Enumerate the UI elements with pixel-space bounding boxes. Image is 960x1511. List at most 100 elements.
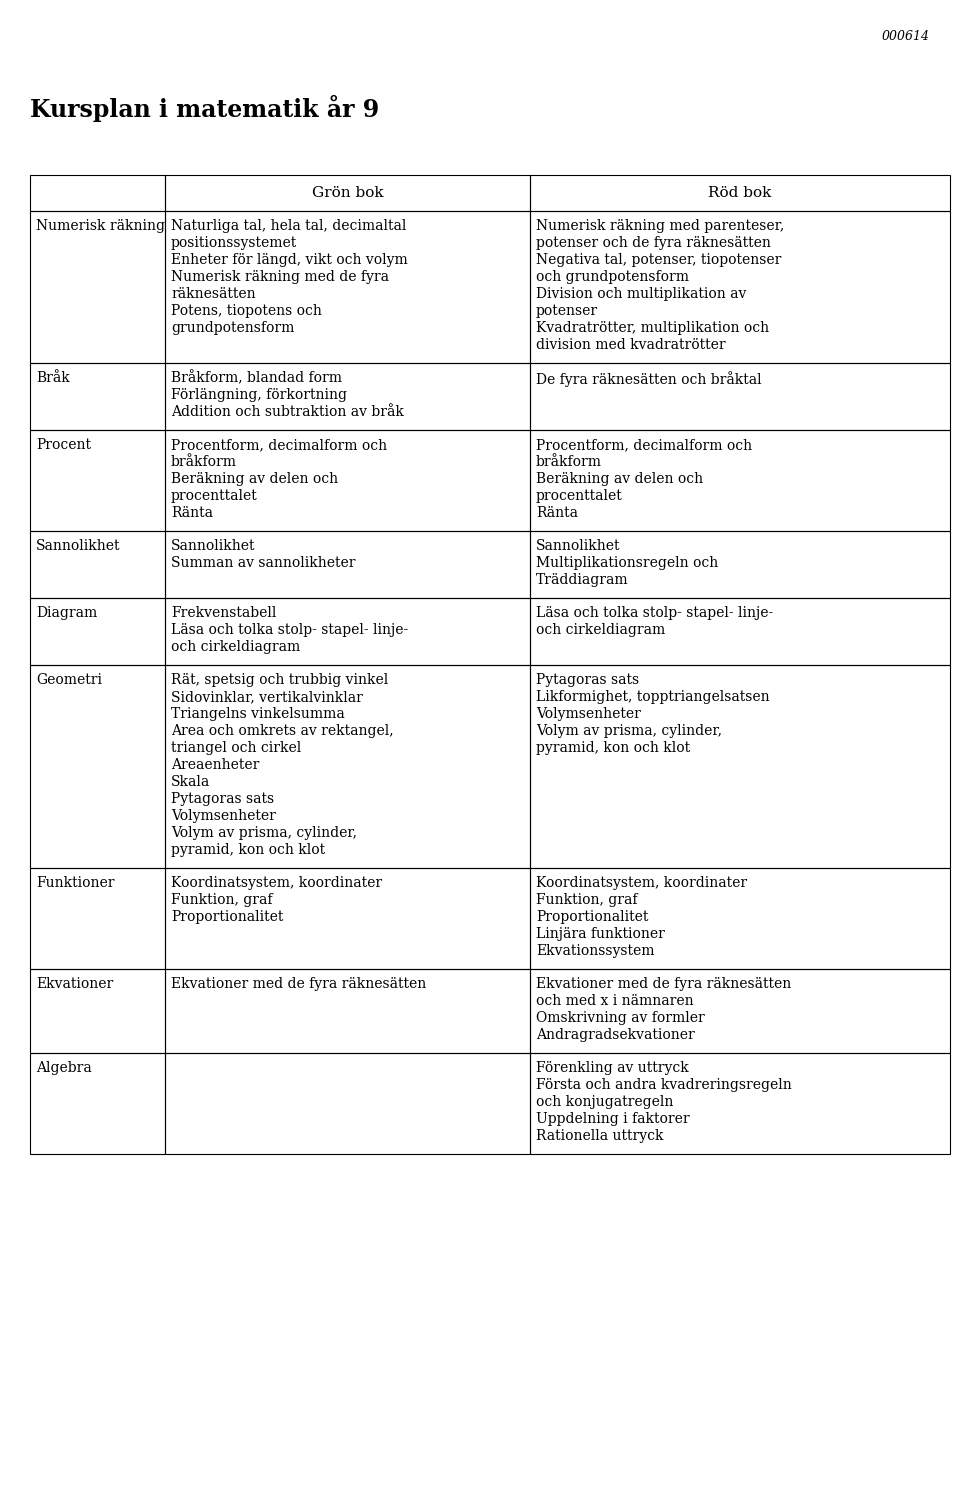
Text: Diagram: Diagram xyxy=(36,606,97,620)
Bar xyxy=(30,431,165,530)
Text: Ränta: Ränta xyxy=(536,506,578,520)
Bar xyxy=(30,175,165,212)
Text: Omskrivning av formler: Omskrivning av formler xyxy=(536,1011,705,1024)
Bar xyxy=(30,598,165,665)
Text: och grundpotensform: och grundpotensform xyxy=(536,270,689,284)
Text: pyramid, kon och klot: pyramid, kon och klot xyxy=(171,843,325,857)
Bar xyxy=(30,1053,165,1154)
Text: och cirkeldiagram: och cirkeldiagram xyxy=(536,623,665,638)
Text: Läsa och tolka stolp- stapel- linje-: Läsa och tolka stolp- stapel- linje- xyxy=(171,623,408,638)
Text: Naturliga tal, hela tal, decimaltal: Naturliga tal, hela tal, decimaltal xyxy=(171,219,406,233)
Text: Rät, spetsig och trubbig vinkel: Rät, spetsig och trubbig vinkel xyxy=(171,672,388,688)
Text: positionssystemet: positionssystemet xyxy=(171,236,298,249)
Text: Ekvationssystem: Ekvationssystem xyxy=(536,944,655,958)
Text: Pytagoras sats: Pytagoras sats xyxy=(171,792,275,805)
Bar xyxy=(30,212,165,363)
Text: Koordinatsystem, koordinater: Koordinatsystem, koordinater xyxy=(171,876,382,890)
Text: Areaenheter: Areaenheter xyxy=(171,759,259,772)
Text: Sannolikhet: Sannolikhet xyxy=(171,539,255,553)
Text: Uppdelning i faktorer: Uppdelning i faktorer xyxy=(536,1112,689,1126)
Text: Likformighet, topptriangelsatsen: Likformighet, topptriangelsatsen xyxy=(536,691,770,704)
Text: Kvadratrötter, multiplikation och: Kvadratrötter, multiplikation och xyxy=(536,320,769,335)
Text: grundpotensform: grundpotensform xyxy=(171,320,295,335)
Bar xyxy=(165,1053,530,1154)
Text: Volym av prisma, cylinder,: Volym av prisma, cylinder, xyxy=(171,827,357,840)
Bar xyxy=(30,530,165,598)
Text: Funktioner: Funktioner xyxy=(36,876,114,890)
Text: De fyra räknesätten och bråktal: De fyra räknesätten och bråktal xyxy=(536,372,761,387)
Text: Grön bok: Grön bok xyxy=(312,186,383,199)
Text: Area och omkrets av rektangel,: Area och omkrets av rektangel, xyxy=(171,724,394,737)
Text: Förenkling av uttryck: Förenkling av uttryck xyxy=(536,1061,688,1074)
Text: potenser och de fyra räknesätten: potenser och de fyra räknesätten xyxy=(536,236,771,249)
Text: Skala: Skala xyxy=(171,775,210,789)
Text: Koordinatsystem, koordinater: Koordinatsystem, koordinater xyxy=(536,876,747,890)
Text: Sidovinklar, vertikalvinklar: Sidovinklar, vertikalvinklar xyxy=(171,691,363,704)
Text: räknesätten: räknesätten xyxy=(171,287,255,301)
Text: Linjära funktioner: Linjära funktioner xyxy=(536,928,665,941)
Bar xyxy=(165,431,530,530)
Bar xyxy=(530,969,950,1053)
Bar xyxy=(165,212,530,363)
Text: pyramid, kon och klot: pyramid, kon och klot xyxy=(536,740,690,756)
Bar xyxy=(530,175,950,212)
Text: Funktion, graf: Funktion, graf xyxy=(536,893,637,907)
Bar xyxy=(530,212,950,363)
Text: Multiplikationsregeln och: Multiplikationsregeln och xyxy=(536,556,718,570)
Text: Enheter för längd, vikt och volym: Enheter för längd, vikt och volym xyxy=(171,252,408,267)
Text: och cirkeldiagram: och cirkeldiagram xyxy=(171,641,300,654)
Text: Läsa och tolka stolp- stapel- linje-: Läsa och tolka stolp- stapel- linje- xyxy=(536,606,773,620)
Bar xyxy=(30,867,165,969)
Text: Negativa tal, potenser, tiopotenser: Negativa tal, potenser, tiopotenser xyxy=(536,252,781,267)
Bar xyxy=(165,665,530,867)
Text: Volymsenheter: Volymsenheter xyxy=(171,808,276,823)
Bar xyxy=(530,1053,950,1154)
Bar xyxy=(165,598,530,665)
Text: Frekvenstabell: Frekvenstabell xyxy=(171,606,276,620)
Text: Numerisk räkning: Numerisk räkning xyxy=(36,219,165,233)
Text: Division och multiplikation av: Division och multiplikation av xyxy=(536,287,746,301)
Text: Proportionalitet: Proportionalitet xyxy=(536,910,648,925)
Bar xyxy=(530,867,950,969)
Text: potenser: potenser xyxy=(536,304,598,317)
Text: Proportionalitet: Proportionalitet xyxy=(171,910,283,925)
Text: Procentform, decimalform och: Procentform, decimalform och xyxy=(536,438,752,452)
Bar xyxy=(165,530,530,598)
Text: Numerisk räkning med de fyra: Numerisk räkning med de fyra xyxy=(171,270,389,284)
Bar xyxy=(530,431,950,530)
Text: procenttalet: procenttalet xyxy=(536,490,623,503)
Text: Volymsenheter: Volymsenheter xyxy=(536,707,641,721)
Text: bråkform: bråkform xyxy=(171,455,237,468)
Bar xyxy=(30,969,165,1053)
Text: Numerisk räkning med parenteser,: Numerisk räkning med parenteser, xyxy=(536,219,784,233)
Text: Beräkning av delen och: Beräkning av delen och xyxy=(536,471,703,487)
Bar xyxy=(530,363,950,431)
Text: Triangelns vinkelsumma: Triangelns vinkelsumma xyxy=(171,707,345,721)
Bar xyxy=(530,598,950,665)
Text: 000614: 000614 xyxy=(882,30,930,42)
Text: procenttalet: procenttalet xyxy=(171,490,257,503)
Text: Ekvationer med de fyra räknesätten: Ekvationer med de fyra räknesätten xyxy=(536,978,791,991)
Text: Rationella uttryck: Rationella uttryck xyxy=(536,1129,663,1142)
Text: Algebra: Algebra xyxy=(36,1061,92,1074)
Text: Geometri: Geometri xyxy=(36,672,102,688)
Text: division med kvadratrötter: division med kvadratrötter xyxy=(536,338,726,352)
Text: Addition och subtraktion av bråk: Addition och subtraktion av bråk xyxy=(171,405,404,419)
Bar xyxy=(165,867,530,969)
Bar xyxy=(530,665,950,867)
Bar xyxy=(530,530,950,598)
Text: Pytagoras sats: Pytagoras sats xyxy=(536,672,639,688)
Text: Träddiagram: Träddiagram xyxy=(536,573,629,586)
Text: Kursplan i matematik år 9: Kursplan i matematik år 9 xyxy=(30,95,379,122)
Text: Volym av prisma, cylinder,: Volym av prisma, cylinder, xyxy=(536,724,722,737)
Text: Procentform, decimalform och: Procentform, decimalform och xyxy=(171,438,387,452)
Bar xyxy=(30,363,165,431)
Text: Funktion, graf: Funktion, graf xyxy=(171,893,273,907)
Text: bråkform: bråkform xyxy=(536,455,602,468)
Text: Röd bok: Röd bok xyxy=(708,186,772,199)
Text: Beräkning av delen och: Beräkning av delen och xyxy=(171,471,338,487)
Text: triangel och cirkel: triangel och cirkel xyxy=(171,740,301,756)
Text: och med x i nämnaren: och med x i nämnaren xyxy=(536,994,694,1008)
Text: Potens, tiopotens och: Potens, tiopotens och xyxy=(171,304,322,317)
Bar xyxy=(165,363,530,431)
